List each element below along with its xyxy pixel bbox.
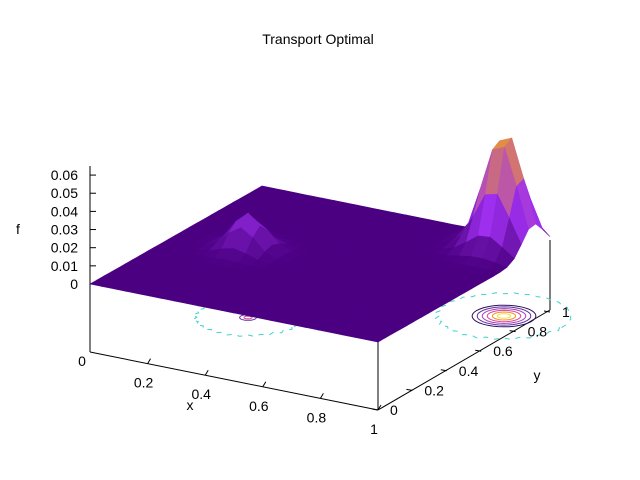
contour-outer-line bbox=[433, 292, 572, 341]
x-tick-label: 0.8 bbox=[307, 409, 327, 425]
chart-title: Transport Optimal bbox=[262, 31, 374, 47]
z-ticks: 0 0.01 0.02 0.03 0.04 0.05 0.06 bbox=[51, 167, 96, 292]
x-tick-mark bbox=[147, 358, 152, 364]
surface bbox=[89, 137, 551, 343]
z-tick-label: 0.02 bbox=[51, 240, 78, 256]
y-tick-mark bbox=[371, 408, 379, 411]
y-tick-label: 0.2 bbox=[424, 382, 444, 398]
contour-line bbox=[486, 309, 522, 323]
x-ticks: 0.2 0.4 0.6 0.8 1 bbox=[134, 358, 382, 437]
contour-line bbox=[496, 313, 512, 319]
surface-patch bbox=[365, 335, 387, 343]
y-tick-label: 0 bbox=[390, 402, 398, 418]
z-axis-label: f bbox=[16, 221, 20, 237]
contour-line bbox=[491, 311, 517, 321]
y-tick-label: 0.4 bbox=[459, 363, 479, 379]
contour-line bbox=[471, 304, 537, 328]
y-tick-mark bbox=[475, 349, 482, 352]
x-tick-label: 1 bbox=[370, 421, 378, 437]
y-axis-label: y bbox=[534, 367, 541, 383]
x-tick-label: 0.2 bbox=[134, 375, 154, 391]
contour-line bbox=[476, 306, 532, 326]
y-tick-label: 0.8 bbox=[528, 324, 548, 340]
y-axis: 0 0.2 0.4 0.6 0.8 1 y bbox=[371, 304, 570, 418]
z-tick-label: 0.03 bbox=[51, 222, 78, 238]
x-tick-label: 0.4 bbox=[191, 386, 211, 402]
y-tick-label: 1 bbox=[562, 304, 570, 320]
base-frame bbox=[89, 240, 551, 411]
z-axis: 0 0.01 0.02 0.03 0.04 0.05 0.06 bbox=[51, 166, 96, 292]
z-tick-label: 0 bbox=[70, 276, 78, 292]
y-ticks: 0 0.2 0.4 0.6 0.8 1 bbox=[371, 304, 570, 418]
x-axis-label: x bbox=[187, 397, 194, 413]
z-tick-label: 0.05 bbox=[51, 185, 78, 201]
x-tick-mark bbox=[262, 381, 267, 388]
y-tick-label: 0.6 bbox=[493, 343, 513, 359]
y-tick-mark bbox=[440, 369, 447, 372]
y-tick-mark bbox=[543, 310, 551, 313]
x-tick-mark bbox=[377, 404, 382, 411]
corner-tick-label: 0 bbox=[78, 353, 86, 369]
z-tick-label: 0.06 bbox=[51, 167, 78, 183]
z-tick-label: 0.01 bbox=[51, 258, 78, 274]
z-tick-label: 0.04 bbox=[51, 203, 78, 219]
y-tick-mark bbox=[406, 388, 413, 391]
contour-line bbox=[481, 308, 527, 324]
x-tick-mark bbox=[204, 369, 209, 376]
x-tick-label: 0.6 bbox=[249, 398, 269, 414]
x-tick-mark bbox=[319, 393, 324, 399]
x-axis: 0.2 0.4 0.6 0.8 1 x bbox=[134, 358, 382, 437]
y-tick-mark bbox=[509, 330, 516, 333]
